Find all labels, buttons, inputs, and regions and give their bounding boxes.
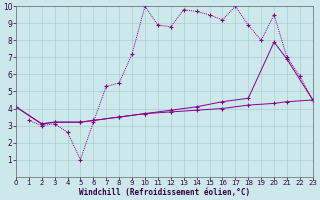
X-axis label: Windchill (Refroidissement éolien,°C): Windchill (Refroidissement éolien,°C) [79,188,250,197]
